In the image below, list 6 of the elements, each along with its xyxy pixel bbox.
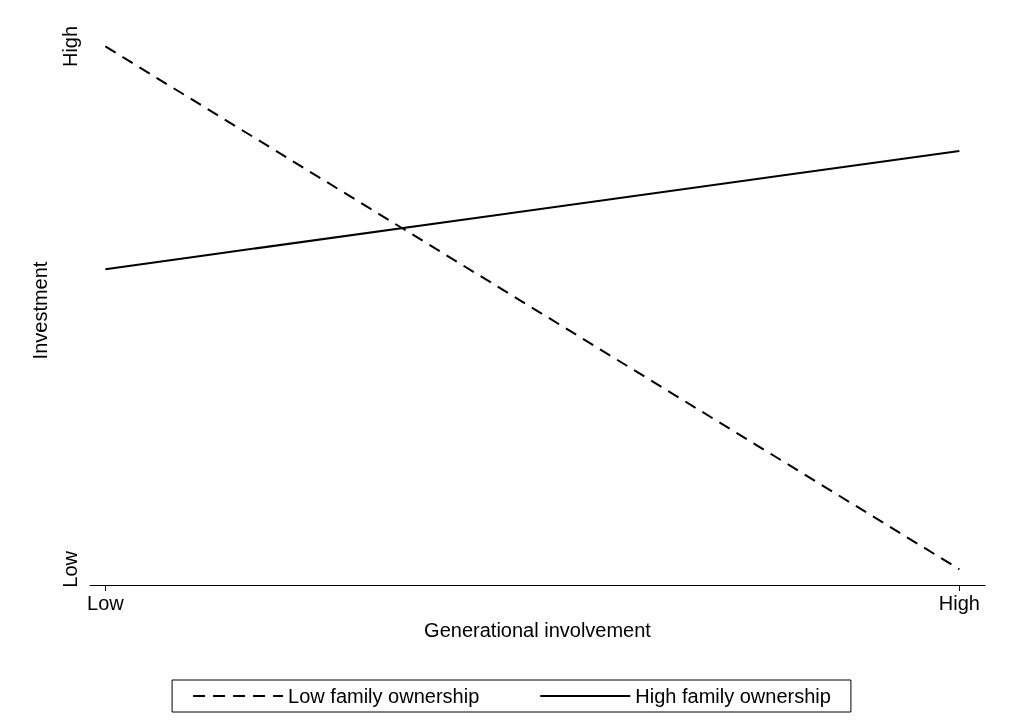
- x-axis-title: Generational involvement: [424, 619, 652, 641]
- y-axis-title: Investment: [29, 261, 51, 360]
- annotation: High: [59, 25, 81, 68]
- annotation: Low: [59, 550, 81, 588]
- legend-label: Low family ownership: [288, 685, 480, 707]
- legend-label: High family ownership: [635, 685, 831, 707]
